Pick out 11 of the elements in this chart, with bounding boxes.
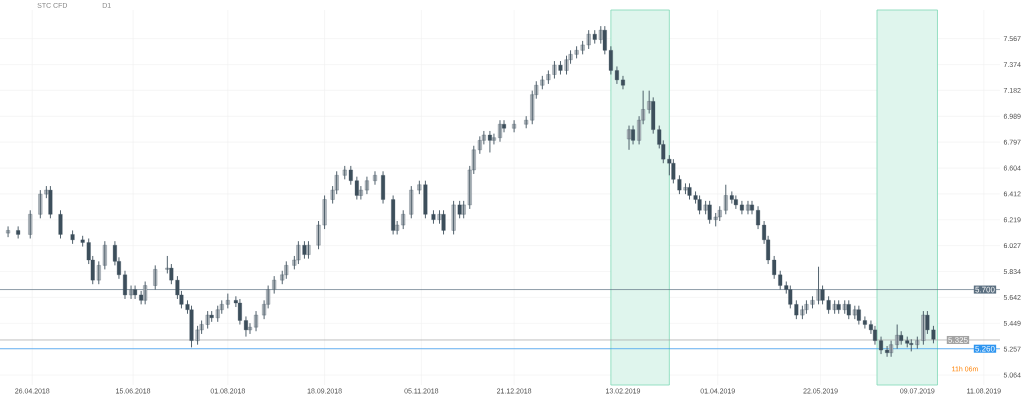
candlestick [28, 209, 33, 239]
candlestick [153, 264, 158, 291]
candlestick [284, 260, 289, 280]
candlestick [6, 225, 11, 238]
candlestick [306, 240, 311, 260]
candlestick [58, 209, 63, 239]
candlestick [70, 229, 75, 245]
candlestick [409, 185, 414, 219]
candlestick [48, 185, 53, 219]
candlestick [441, 209, 446, 235]
candlestick [143, 281, 148, 305]
